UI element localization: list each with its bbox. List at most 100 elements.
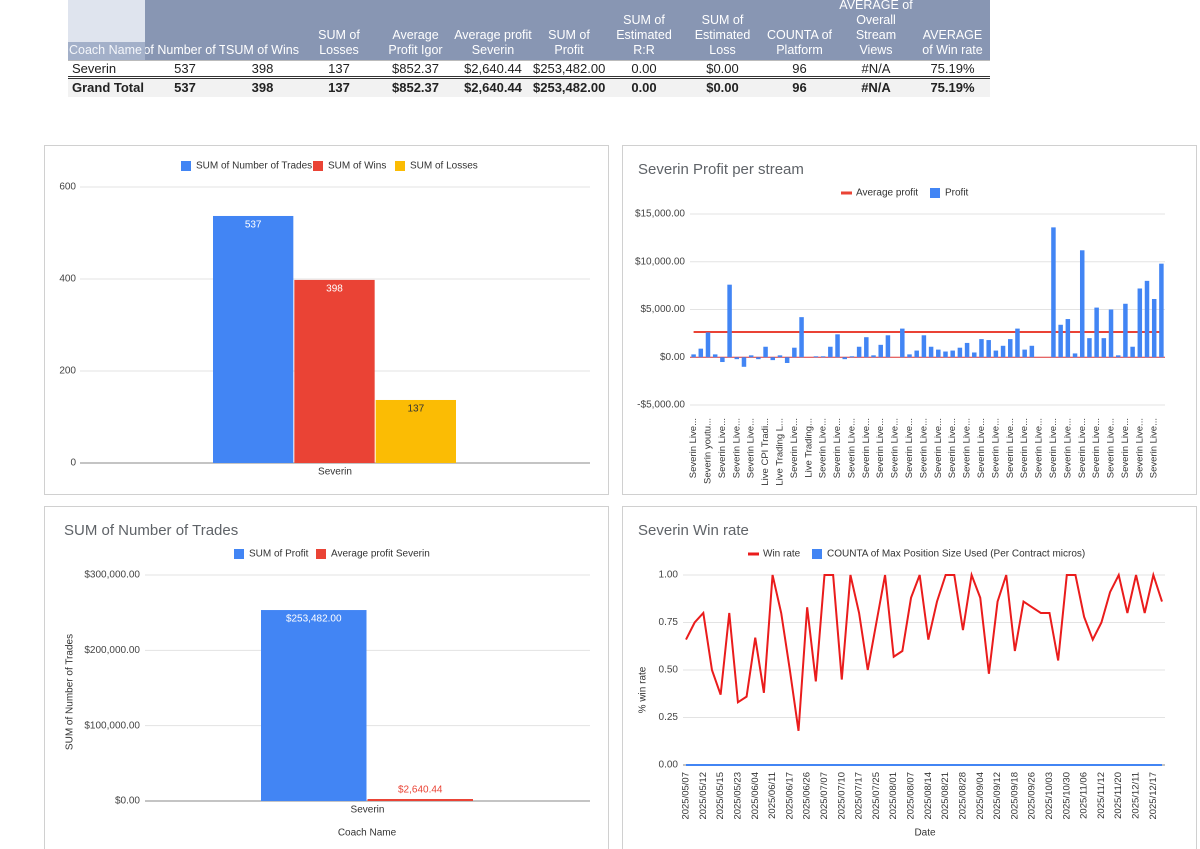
bar [756,357,761,360]
bar [777,355,783,358]
table-cell: Severin [72,61,117,76]
y-tick-label: $5,000.00 [641,304,686,315]
bar [1079,250,1085,358]
bar [864,337,869,358]
x-tick-label: Live Trading... [803,418,814,478]
bar [986,340,991,358]
bar [784,357,790,363]
bar [748,355,754,358]
total-cell: 75.19% [930,80,975,95]
bar [367,799,473,801]
bar [705,332,711,358]
y-tick-label: 0.25 [659,712,679,723]
column-header: Average Profit Igor [388,28,443,57]
x-tick-label: 2025/05/12 [698,772,709,820]
x-tick-label: 2025/09/26 [1027,772,1038,820]
bar [1022,349,1027,358]
bar [921,335,927,358]
chart-title: Severin Win rate [638,522,749,539]
x-tick-label: 2025/07/10 [836,772,847,820]
total-cell: $2,640.44 [464,80,522,95]
x-tick-label: 2025/07/07 [819,772,830,820]
legend-label: Profit [945,188,969,199]
y-tick-label: 400 [59,274,76,285]
bar [849,356,855,358]
x-tick-label: 2025/05/15 [715,772,726,820]
bar [763,346,768,358]
x-tick-label: Severin [318,467,352,478]
legend-marker [181,161,191,171]
legend-label: COUNTA of Max Position Size Used (Per Co… [827,549,1085,560]
x-tick-label: Severin Live... [962,418,973,478]
bar [1072,353,1078,358]
bar [1015,328,1020,358]
chart-title: Severin Profit per stream [638,161,804,178]
x-tick-label: Severin Live... [933,418,944,478]
bar [885,335,891,358]
table-cell: 75.19% [930,61,975,76]
panel [44,506,609,849]
legend-marker [316,549,326,559]
y-tick-label: 0 [70,458,76,469]
total-cell: 0.00 [631,80,657,95]
line-series [685,571,1163,731]
column-header: COUNTA of Platform [766,28,833,57]
total-cell: $253,482.00 [533,80,605,95]
bar [1000,345,1006,358]
total-cell: $0.00 [706,80,739,95]
x-tick-label: 2025/09/12 [992,772,1003,820]
y-tick-label: 0.50 [659,665,679,676]
x-tick-label: 2025/06/17 [784,772,795,820]
bar [1123,303,1128,358]
bar [813,356,819,358]
row-rule [68,60,990,61]
x-tick-label: 2025/09/04 [975,772,986,820]
table-cell: $253,482.00 [533,61,605,76]
bar [741,357,747,367]
x-tick-label: 2025/11/06 [1079,772,1090,819]
data-label: $2,640.44 [398,785,443,796]
bar [820,356,826,358]
bar [727,284,732,358]
x-tick-label: Severin Live... [1120,418,1131,478]
bar [871,355,876,358]
x-tick-label: 2025/12/17 [1148,772,1159,820]
bar [957,347,963,358]
bar [1087,338,1092,358]
header-corner [68,0,145,42]
table-cell: $2,640.44 [464,61,522,76]
bar [792,347,797,358]
y-tick-label: 0.75 [659,617,679,628]
x-tick-label: 2025/07/25 [871,772,882,820]
data-label: 537 [245,220,262,231]
total-cell: 398 [251,80,274,95]
bar [914,350,919,358]
x-tick-label: Severin Live... [976,418,987,478]
y-axis-title: % win rate [638,666,649,713]
bar [943,351,948,358]
x-tick-label: Severin Live... [789,418,800,478]
legend-label: SUM of Losses [410,161,478,172]
legend-marker [812,549,822,559]
bar [1115,355,1121,358]
column-header: SUM of Wins [226,43,299,57]
x-tick-label: 2025/08/28 [957,772,968,820]
x-tick-label: 2025/12/11 [1131,772,1142,819]
bar [979,339,984,358]
y-tick-label: $200,000.00 [84,645,140,656]
legend-marker [234,549,244,559]
bar [900,328,905,358]
x-tick-label: Severin Live... [688,418,699,478]
table-cell: 537 [174,61,196,76]
bar [835,334,840,358]
pivot-table: Coach Name of Number of T SUM of Wins SUM o… [0,0,1200,100]
data-label: 398 [326,284,343,295]
bar [964,342,970,358]
x-tick-label: Severin Live... [1034,418,1045,478]
x-tick-label: Severin Live... [818,418,829,478]
total-rule [68,76,990,79]
x-tick-label: Severin Live... [1149,418,1160,478]
x-tick-label: 2025/08/21 [940,772,951,820]
bar [712,354,718,358]
